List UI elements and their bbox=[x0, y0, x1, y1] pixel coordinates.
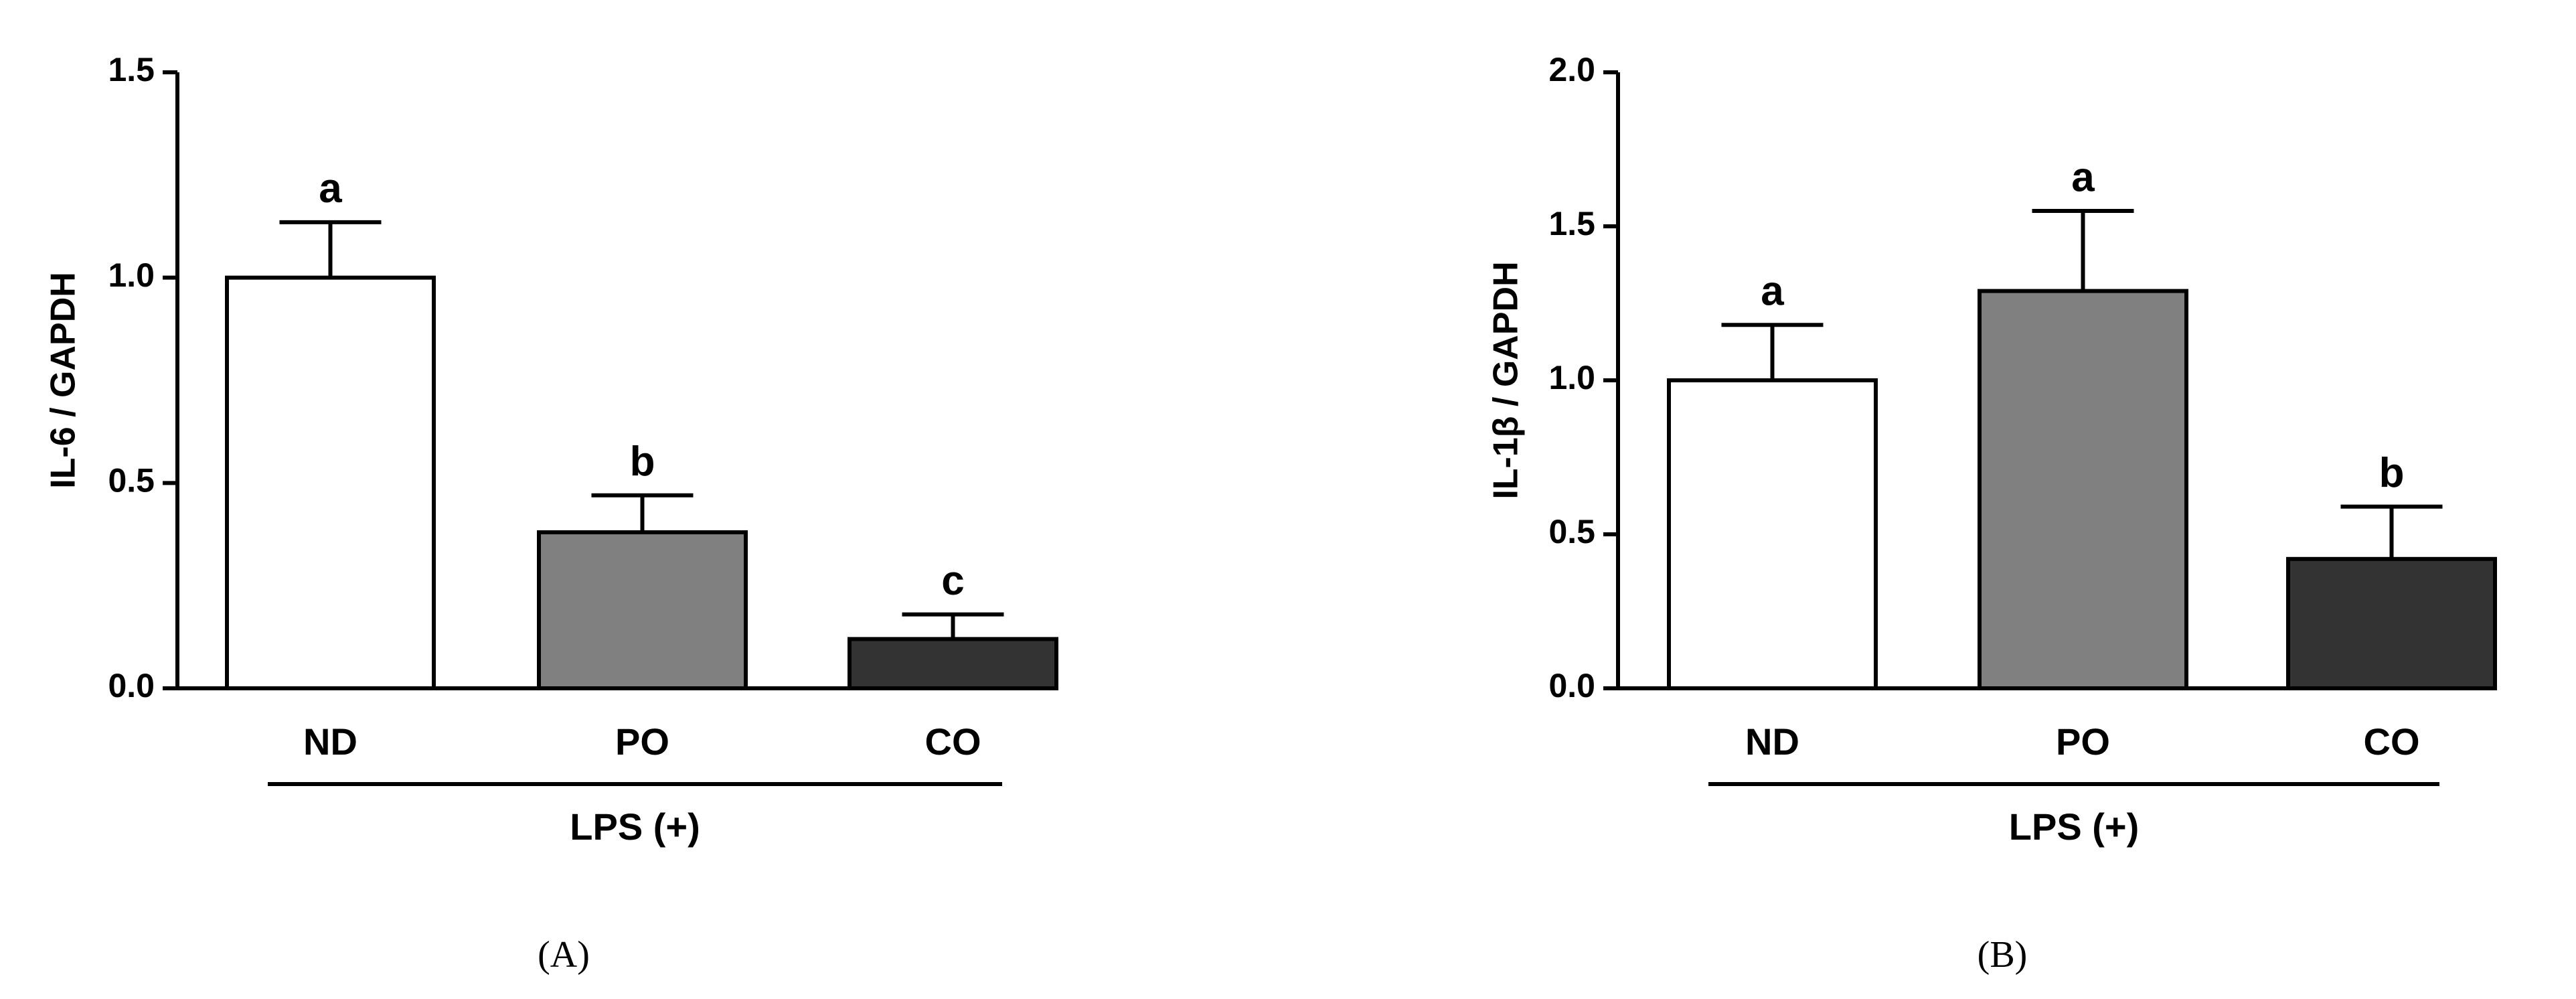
significance-label: b bbox=[630, 439, 655, 485]
panel-label: (A) bbox=[538, 934, 590, 976]
significance-label: c bbox=[941, 558, 964, 604]
y-tick-label: 1.5 bbox=[108, 51, 155, 88]
y-axis-label: IL-1β / GAPDH bbox=[1487, 261, 1526, 499]
group-label: LPS (+) bbox=[2009, 805, 2139, 848]
x-tick-label: CO bbox=[2364, 720, 2420, 763]
y-tick-label: 0.0 bbox=[1548, 667, 1595, 704]
bar bbox=[1978, 289, 2188, 691]
x-tick-label: CO bbox=[925, 720, 981, 763]
significance-label: a bbox=[319, 165, 342, 212]
x-tick-label: PO bbox=[2056, 720, 2110, 763]
y-tick-label: 0.5 bbox=[108, 462, 155, 499]
y-tick-label: 0.5 bbox=[1548, 513, 1595, 550]
x-tick-label: ND bbox=[1745, 720, 1799, 763]
y-tick-label: 2.0 bbox=[1548, 51, 1595, 88]
panel-label: (B) bbox=[1978, 934, 2028, 976]
bar bbox=[848, 637, 1058, 691]
significance-label: b bbox=[2379, 450, 2405, 496]
x-tick-label: PO bbox=[615, 720, 669, 763]
y-tick-label: 0.0 bbox=[108, 667, 155, 704]
group-label: LPS (+) bbox=[570, 805, 700, 848]
bar bbox=[2286, 556, 2497, 690]
significance-label: a bbox=[1761, 268, 1784, 315]
significance-label: a bbox=[2071, 154, 2095, 200]
y-tick-label: 1.5 bbox=[1548, 205, 1595, 242]
bar bbox=[225, 275, 436, 690]
y-tick-label: 1.0 bbox=[1548, 359, 1595, 396]
y-axis-label: IL-6 / GAPDH bbox=[44, 272, 83, 489]
x-tick-label: ND bbox=[303, 720, 357, 763]
bar bbox=[537, 530, 748, 691]
bar bbox=[1667, 378, 1878, 690]
y-tick-label: 1.0 bbox=[108, 256, 155, 294]
